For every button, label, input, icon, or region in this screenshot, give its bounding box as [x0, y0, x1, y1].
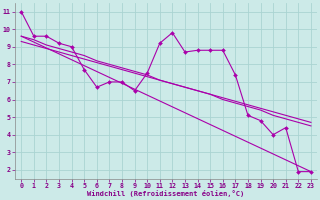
X-axis label: Windchill (Refroidissement éolien,°C): Windchill (Refroidissement éolien,°C) — [87, 190, 245, 197]
